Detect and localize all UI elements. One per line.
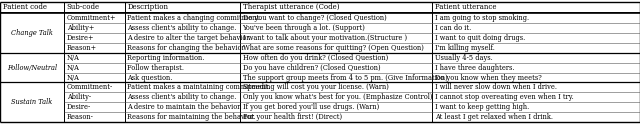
Text: Usually 4-5 days.: Usually 4-5 days. [435, 54, 492, 62]
Text: Desire+: Desire+ [67, 34, 94, 42]
Text: Patient code: Patient code [3, 3, 47, 11]
Text: Reasons for maintaining the behavior.: Reasons for maintaining the behavior. [127, 113, 256, 121]
Text: Ability+: Ability+ [67, 24, 94, 32]
Text: Patient makes a changing commitment.: Patient makes a changing commitment. [127, 14, 262, 22]
Text: Put your health first! (Direct): Put your health first! (Direct) [243, 113, 342, 121]
Text: N/A: N/A [67, 54, 79, 62]
Text: I am going to stop smoking.: I am going to stop smoking. [435, 14, 529, 22]
Text: I'm killing myself.: I'm killing myself. [435, 44, 495, 52]
Text: Patient makes a maintaining commitment.: Patient makes a maintaining commitment. [127, 83, 271, 91]
Text: Commitment+: Commitment+ [67, 14, 116, 22]
Text: I want to talk about your motivation.(Structure ): I want to talk about your motivation.(St… [243, 34, 406, 42]
Text: How often do you drink? (Closed Question): How often do you drink? (Closed Question… [243, 54, 388, 62]
Text: N/A: N/A [67, 74, 79, 81]
Text: Do you know when they meets?: Do you know when they meets? [435, 74, 541, 81]
Text: The support group meets from 4 to 5 pm. (Give Information): The support group meets from 4 to 5 pm. … [243, 74, 447, 81]
Text: Reporting information.: Reporting information. [127, 54, 205, 62]
Text: Speeding will cost you your license. (Warn): Speeding will cost you your license. (Wa… [243, 83, 388, 91]
Text: Follow therapist.: Follow therapist. [127, 64, 184, 72]
Text: Description: Description [127, 3, 168, 11]
Text: I cannot stop overeating even when I try.: I cannot stop overeating even when I try… [435, 93, 573, 101]
Text: If you get bored you'll use drugs. (Warn): If you get bored you'll use drugs. (Warn… [243, 103, 379, 111]
Text: Assess client's ability to change.: Assess client's ability to change. [127, 93, 237, 101]
Text: I want to quit doing drugs.: I want to quit doing drugs. [435, 34, 525, 42]
Text: Sub-code: Sub-code [67, 3, 100, 11]
Text: Reasons for changing the behavior: Reasons for changing the behavior [127, 44, 245, 52]
Text: What are some reasons for quitting? (Open Question): What are some reasons for quitting? (Ope… [243, 44, 424, 52]
Text: Do you want to change? (Closed Question): Do you want to change? (Closed Question) [243, 14, 387, 22]
Text: A desire to maintain the behavior.: A desire to maintain the behavior. [127, 103, 242, 111]
Text: Only you know what's best for you. (Emphasize Control): Only you know what's best for you. (Emph… [243, 93, 432, 101]
Text: Reason+: Reason+ [67, 44, 97, 52]
Text: Change Talk: Change Talk [11, 29, 53, 37]
Text: Do you have children? (Closed Question): Do you have children? (Closed Question) [243, 64, 380, 72]
Text: Assess client's ability to change.: Assess client's ability to change. [127, 24, 237, 32]
Text: I have three daughters.: I have three daughters. [435, 64, 514, 72]
Text: Sustain Talk: Sustain Talk [12, 98, 52, 106]
Text: Reason-: Reason- [67, 113, 93, 121]
Text: I can do it.: I can do it. [435, 24, 471, 32]
Text: A desire to alter the target behavior.: A desire to alter the target behavior. [127, 34, 252, 42]
Text: Patient utterance: Patient utterance [435, 3, 496, 11]
Text: Follow/Neutral: Follow/Neutral [7, 64, 57, 72]
Text: Ask question.: Ask question. [127, 74, 173, 81]
Text: At least I get relaxed when I drink.: At least I get relaxed when I drink. [435, 113, 552, 121]
Text: I will never slow down when I drive.: I will never slow down when I drive. [435, 83, 557, 91]
Text: I want to keep getting high.: I want to keep getting high. [435, 103, 529, 111]
Text: You've been through a lot. (Support): You've been through a lot. (Support) [243, 24, 365, 32]
Text: Ability-: Ability- [67, 93, 91, 101]
Text: N/A: N/A [67, 64, 79, 72]
Text: Desire-: Desire- [67, 103, 91, 111]
Text: Therapist utterance (Code): Therapist utterance (Code) [243, 3, 339, 11]
Text: Commitment-: Commitment- [67, 83, 113, 91]
